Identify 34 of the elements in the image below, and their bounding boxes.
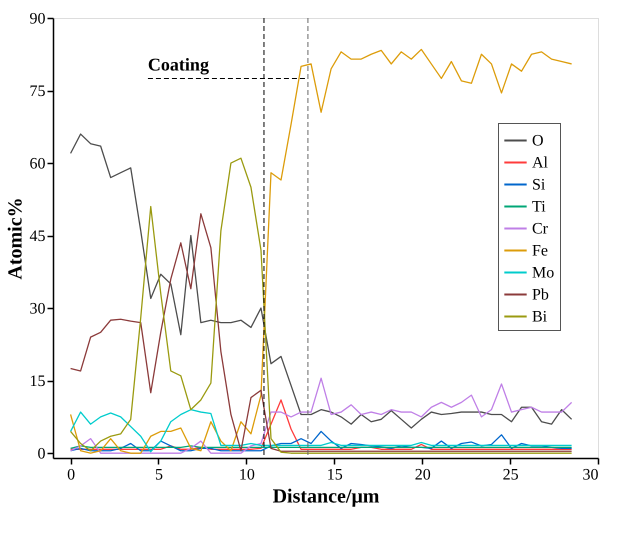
legend-label: Bi xyxy=(532,308,548,326)
legend-label: O xyxy=(532,132,544,150)
x-tick-label: 5 xyxy=(154,466,163,484)
legend-label: Si xyxy=(532,176,546,194)
x-tick-label: 25 xyxy=(502,466,519,484)
x-axis-title: Distance/μm xyxy=(272,486,380,508)
y-tick-label: 30 xyxy=(30,300,46,318)
x-tick-label: 10 xyxy=(238,466,255,484)
legend-label: Cr xyxy=(532,220,549,238)
y-tick-label: 60 xyxy=(30,156,46,173)
x-tick-label: 15 xyxy=(326,466,343,484)
line-series xyxy=(70,409,572,452)
y-tick-label: 15 xyxy=(30,373,46,390)
x-tick-label: 0 xyxy=(67,466,76,484)
line-series xyxy=(70,213,572,452)
y-tick-label: 90 xyxy=(30,10,46,28)
annotation: Coating xyxy=(148,54,209,74)
legend-label: Pb xyxy=(532,286,549,304)
legend-label: Mo xyxy=(532,264,554,282)
y-tick-label: 45 xyxy=(30,228,46,246)
y-tick-label: 0 xyxy=(38,446,46,463)
legend-label: Ti xyxy=(532,198,546,216)
line-series xyxy=(70,133,572,429)
line-series xyxy=(70,48,572,454)
y-tick-label: 75 xyxy=(30,83,46,100)
line-series xyxy=(70,430,572,452)
line-series xyxy=(70,378,572,454)
x-tick-label: 20 xyxy=(414,466,431,484)
legend-label: Al xyxy=(532,154,549,172)
line-series xyxy=(70,158,572,454)
x-tick-label: 30 xyxy=(582,466,598,484)
y-axis-title: Atomic% xyxy=(4,197,26,280)
legend-label: Fe xyxy=(532,242,548,260)
line-series xyxy=(70,399,572,450)
